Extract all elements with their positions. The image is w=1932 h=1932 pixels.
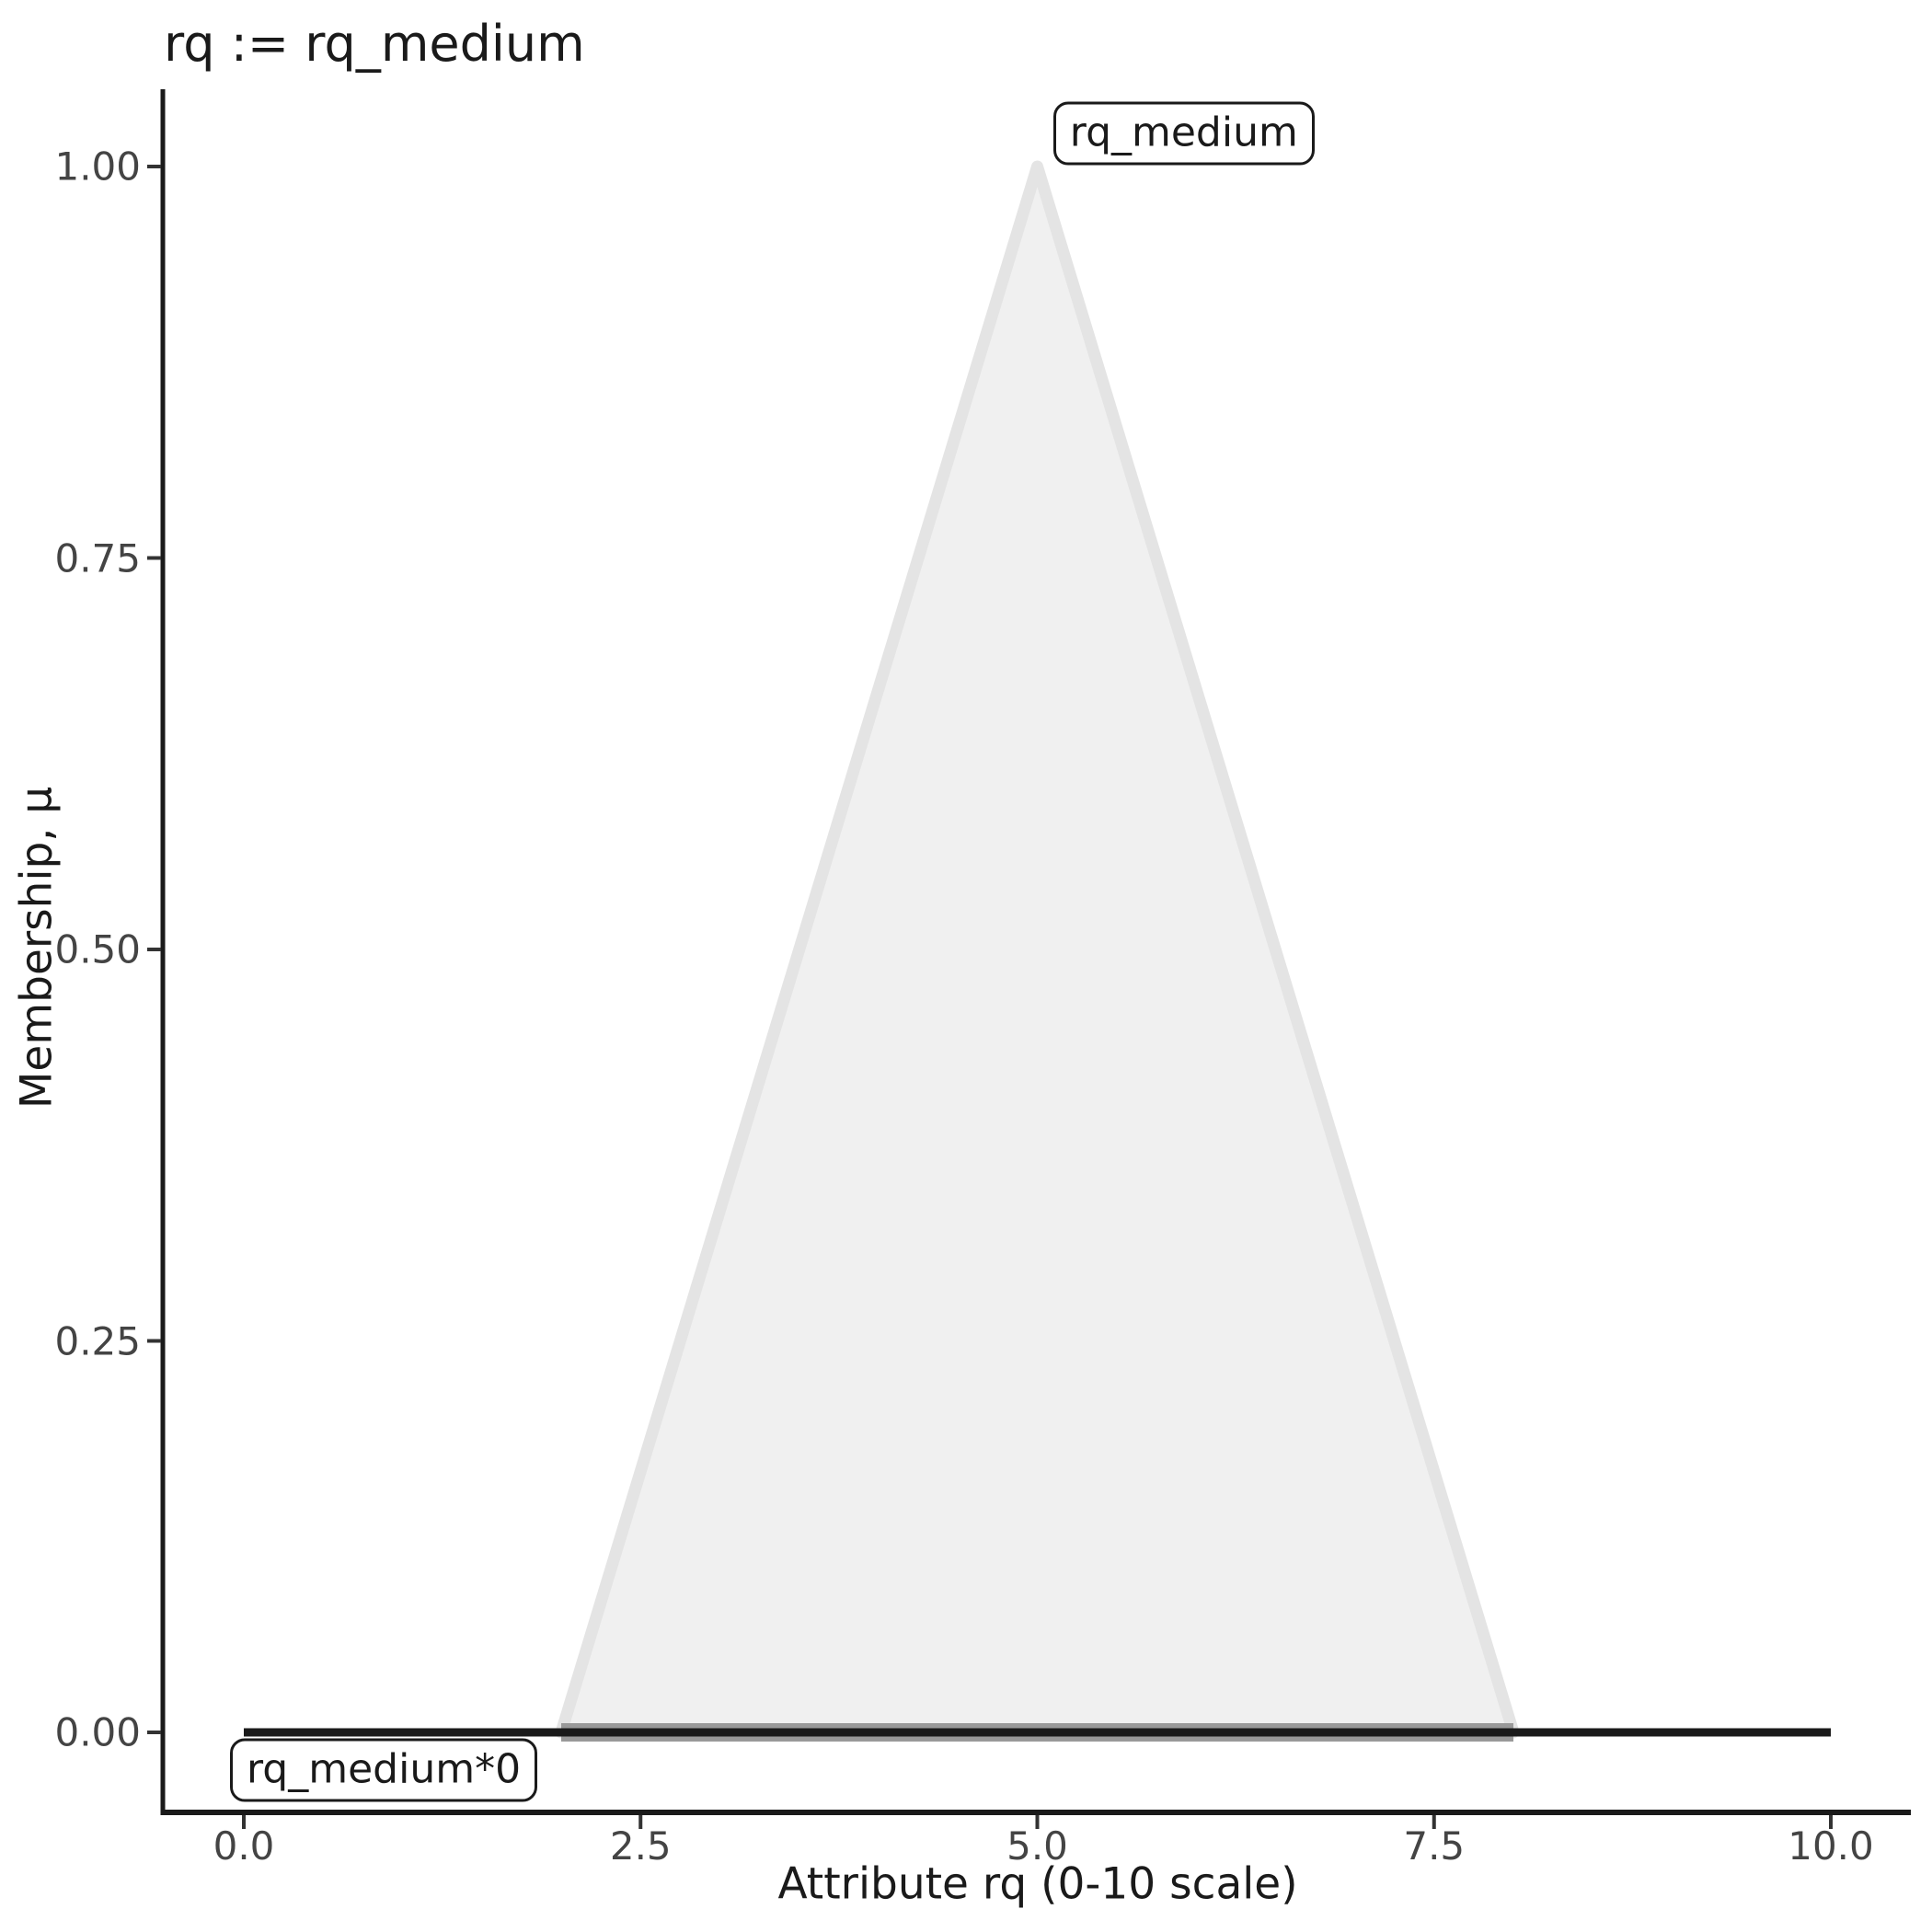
x-tick-label: 10.0: [1788, 1823, 1874, 1869]
y-tick-label: 1.00: [54, 144, 141, 190]
x-tick-label: 0.0: [213, 1823, 275, 1869]
x-axis-title: Attribute rq (0-10 scale): [777, 1858, 1298, 1910]
annotation-label-rq-medium: rq_medium: [1052, 101, 1315, 166]
y-tick-label: 0.00: [54, 1709, 141, 1755]
x-tick-label: 2.5: [609, 1823, 672, 1869]
y-tick-label: 0.50: [54, 926, 141, 972]
y-tick-label: 0.25: [54, 1318, 141, 1363]
x-tick-label: 5.0: [1006, 1823, 1068, 1869]
annotation-label-rq-medium-0: rq_medium*0: [229, 1738, 538, 1802]
x-tick-label: 7.5: [1403, 1823, 1466, 1869]
series-rq-medium: [555, 160, 1520, 1739]
chart-title: rq := rq_medium: [164, 15, 585, 73]
y-tick-label: 0.75: [54, 535, 141, 581]
